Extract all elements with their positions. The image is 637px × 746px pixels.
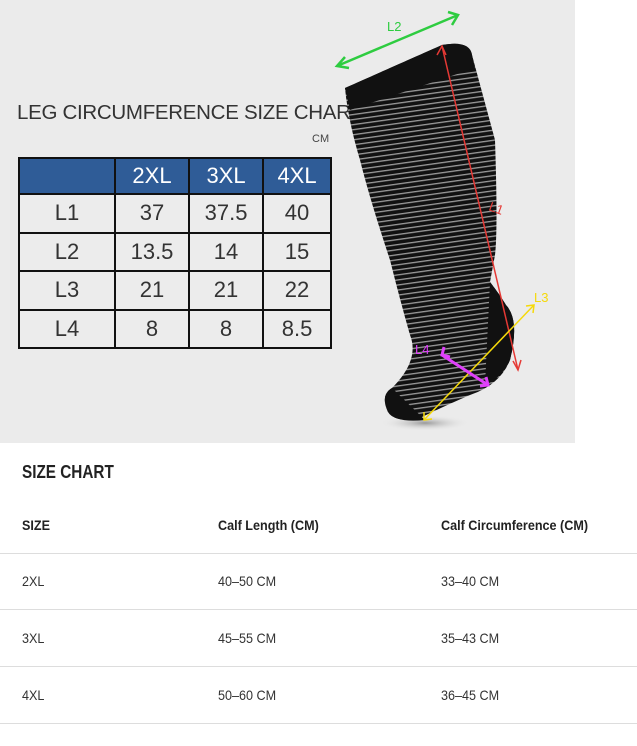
cell: 8.5 [262,308,332,349]
cell: 14 [188,231,265,272]
cell: 21 [188,270,265,311]
leg-chart-title: LEG CIRCUMFERENCE SIZE CHART [17,101,363,124]
cell: 22 [262,270,332,311]
header-cell: 2XL [113,157,191,195]
cell: L4 [18,308,116,349]
cell-calf-length: 40–50 CM [218,573,277,589]
l3-arrow [423,304,535,421]
cell-calf-length: 50–60 CM [218,687,277,703]
header-cell [18,157,116,195]
size-table-header: SIZE Calf Length (CM) Calf Circumference… [0,497,637,554]
cell-size: 2XL [22,573,45,589]
cell: L2 [18,231,116,272]
cell-size: 4XL [22,687,45,703]
header-size: SIZE [22,517,51,533]
table-row: 2XL 40–50 CM 33–40 CM [0,553,637,610]
l3-label: L3 [534,290,548,305]
cell: 15 [262,231,332,272]
header-calf-circumference: Calf Circumference (CM) [441,517,589,533]
cell: 37 [113,193,191,234]
table-row: L4 8 8 8.5 [18,308,332,349]
l4-label: L4 [415,342,429,357]
cell: 8 [188,308,265,349]
l1-label: L1 [487,199,506,218]
sock-image [345,43,515,420]
table-row: L3 21 21 22 [18,270,332,311]
cell-calf-circumference: 35–43 CM [441,630,500,646]
cell: 8 [113,308,191,349]
cell-calf-circumference: 36–45 CM [441,687,500,703]
header-cell: 4XL [262,157,332,195]
table-row: 3XL 45–55 CM 35–43 CM [0,610,637,667]
l2-label: L2 [387,19,401,34]
cell: 37.5 [188,193,265,234]
cell-calf-length: 45–55 CM [218,630,277,646]
table-row: L2 13.5 14 15 [18,231,332,272]
header-cell: 3XL [188,157,265,195]
cell: L1 [18,193,116,234]
cell: L3 [18,270,116,311]
l2-arrow [334,10,460,70]
table-header-row: 2XL 3XL 4XL [18,157,332,195]
sock-shadow [380,415,470,431]
cell-size: 3XL [22,630,45,646]
sock-diagram: L2 L1 L3 L4 [334,10,548,431]
cell-calf-circumference: 33–40 CM [441,573,500,589]
cell: 13.5 [113,231,191,272]
leg-circumference-table: 2XL 3XL 4XL L1 37 37.5 40 L2 13.5 14 15 L3 21 21… [18,157,332,349]
l1-arrow [436,44,522,372]
table-row: L1 37 37.5 40 [18,193,332,234]
leg-chart-panel: LEG CIRCUMFERENCE SIZE CHART CM 2XL 3XL … [0,0,575,443]
sock-cuff [345,43,475,110]
l4-arrow [440,346,490,388]
cell: 40 [262,193,332,234]
sock-toe [384,388,425,421]
unit-label: CM [312,133,330,145]
table-row: 4XL 50–60 CM 36–45 CM [0,667,637,724]
header-calf-length: Calf Length (CM) [218,517,319,533]
sock-heel [485,282,515,385]
size-chart-title: SIZE CHART [22,462,114,482]
cell: 21 [113,270,191,311]
